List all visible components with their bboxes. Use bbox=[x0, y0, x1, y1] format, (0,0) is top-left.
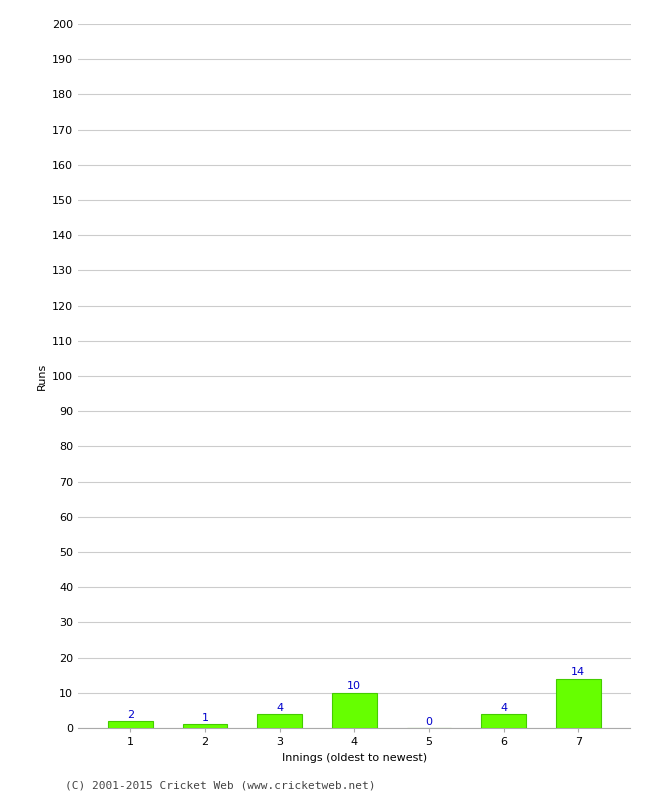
X-axis label: Innings (oldest to newest): Innings (oldest to newest) bbox=[281, 753, 427, 762]
Bar bbox=[257, 714, 302, 728]
Y-axis label: Runs: Runs bbox=[36, 362, 46, 390]
Text: 0: 0 bbox=[425, 717, 432, 726]
Text: (C) 2001-2015 Cricket Web (www.cricketweb.net): (C) 2001-2015 Cricket Web (www.cricketwe… bbox=[65, 781, 376, 790]
Text: 2: 2 bbox=[127, 710, 134, 719]
Bar bbox=[556, 678, 601, 728]
Bar bbox=[481, 714, 526, 728]
Text: 10: 10 bbox=[347, 682, 361, 691]
Text: 4: 4 bbox=[500, 702, 507, 713]
Text: 14: 14 bbox=[571, 667, 585, 678]
Bar bbox=[183, 725, 227, 728]
Text: 1: 1 bbox=[202, 713, 209, 723]
Bar bbox=[332, 693, 376, 728]
Bar bbox=[108, 721, 153, 728]
Text: 4: 4 bbox=[276, 702, 283, 713]
